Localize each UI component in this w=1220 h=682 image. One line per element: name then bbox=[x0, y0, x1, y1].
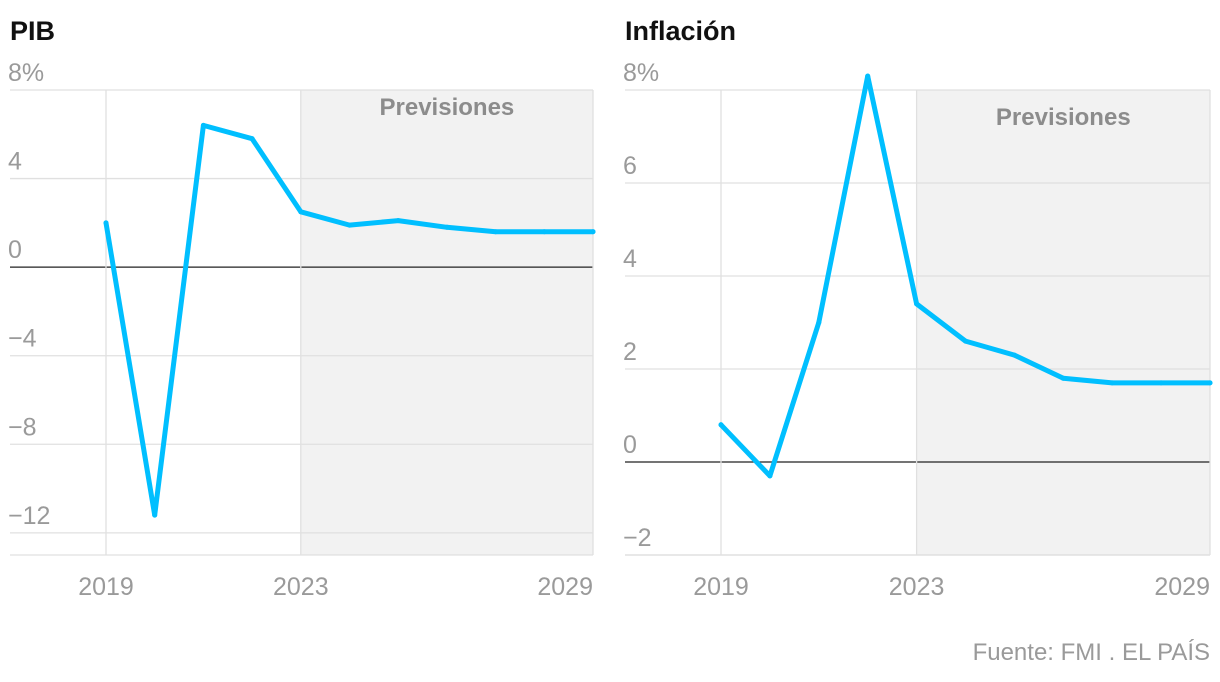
data-point bbox=[541, 229, 547, 235]
chart-title: Inflación bbox=[625, 16, 736, 46]
data-point bbox=[1011, 352, 1017, 358]
y-tick-label: 8% bbox=[623, 59, 659, 87]
forecast-label: Previsiones bbox=[996, 104, 1131, 131]
x-tick-label: 2023 bbox=[273, 573, 329, 601]
data-point bbox=[865, 73, 871, 79]
data-point bbox=[767, 473, 773, 479]
y-tick-label: 4 bbox=[8, 148, 22, 176]
data-point bbox=[718, 422, 724, 428]
data-point bbox=[816, 320, 822, 325]
forecast-label: Previsiones bbox=[380, 94, 515, 121]
data-point bbox=[444, 224, 450, 230]
data-point bbox=[103, 220, 109, 226]
data-point bbox=[152, 512, 158, 518]
y-tick-label: −2 bbox=[623, 524, 652, 552]
chart-title: PIB bbox=[10, 16, 55, 46]
data-point bbox=[347, 222, 352, 228]
data-point bbox=[249, 136, 255, 142]
data-point bbox=[1207, 380, 1213, 386]
y-tick-label: 0 bbox=[623, 431, 637, 459]
y-tick-label: 6 bbox=[623, 152, 637, 180]
forecast-band bbox=[300, 90, 593, 555]
data-point bbox=[914, 301, 920, 307]
x-tick-label: 2019 bbox=[693, 573, 749, 601]
data-point bbox=[963, 338, 968, 344]
y-tick-label: 0 bbox=[8, 236, 22, 264]
data-point bbox=[395, 218, 401, 224]
data-point bbox=[298, 209, 304, 215]
y-tick-label: −4 bbox=[8, 325, 37, 353]
x-tick-label: 2029 bbox=[1154, 573, 1210, 601]
y-tick-label: 4 bbox=[623, 245, 637, 273]
x-tick-label: 2023 bbox=[889, 573, 945, 601]
y-tick-label: 2 bbox=[623, 338, 637, 366]
y-tick-label: −8 bbox=[8, 413, 37, 441]
source-note: Fuente: FMI . EL PAÍS bbox=[973, 639, 1210, 666]
data-point bbox=[1158, 380, 1164, 386]
y-tick-label: −12 bbox=[8, 502, 50, 530]
forecast-band bbox=[916, 90, 1210, 555]
y-tick-label: 8% bbox=[8, 59, 44, 87]
data-point bbox=[493, 229, 499, 235]
x-tick-label: 2019 bbox=[78, 573, 134, 601]
data-point bbox=[1060, 375, 1066, 381]
data-point bbox=[1109, 380, 1115, 386]
x-tick-label: 2029 bbox=[537, 573, 593, 601]
data-point bbox=[590, 229, 596, 235]
data-point bbox=[200, 122, 206, 128]
